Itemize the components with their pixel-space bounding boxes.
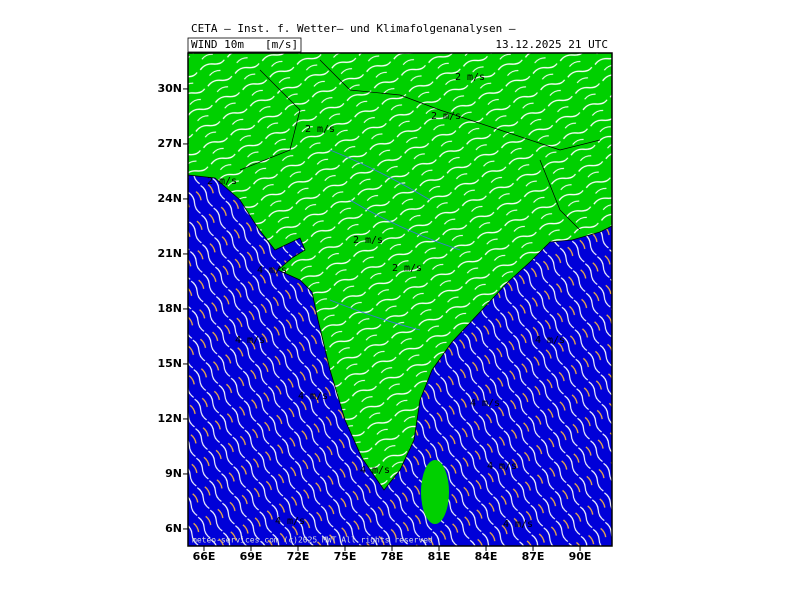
- contour-label: 4 m/s: [360, 465, 390, 476]
- contour-label: 2 m/s: [392, 263, 422, 274]
- sri-lanka: [421, 460, 449, 524]
- label-box: [187, 37, 302, 53]
- contour-label: 2 m/s: [431, 111, 461, 122]
- lat-tick-label: 9N: [165, 467, 182, 480]
- field: WIND 10m: [191, 38, 244, 51]
- lon-tick-label: 84E: [475, 550, 498, 563]
- lon-tick-label: 81E: [428, 550, 451, 563]
- land-streamlines: [188, 53, 612, 490]
- lat-tick-label: 30N: [157, 82, 182, 95]
- lat-tick-label: 21N: [157, 247, 182, 260]
- title: CETA — Inst. f. Wetter— und Klimafolgena…: [191, 22, 516, 35]
- lon-tick-label: 78E: [381, 550, 404, 563]
- frame: [187, 52, 613, 547]
- rivers: [329, 149, 461, 331]
- lon-tick-label: 66E: [193, 550, 216, 563]
- contour-label: 4 m/s: [257, 265, 287, 276]
- contour-label: 4 m/s: [275, 516, 305, 527]
- lat-tick-label: 27N: [157, 137, 182, 150]
- contour-label: 2 m/s: [305, 124, 335, 135]
- contour-label: 4 m/s: [470, 398, 500, 409]
- coastline: [188, 174, 612, 491]
- lon-tick-label: 72E: [287, 550, 310, 563]
- lat-tick-label: 6N: [165, 522, 182, 535]
- lon-tick-label: 90E: [569, 550, 592, 563]
- unit: [m/s]: [265, 38, 298, 51]
- contour-label: 4 m/s: [235, 335, 265, 346]
- lon-tick-label: 87E: [522, 550, 545, 563]
- borders: [239, 59, 601, 231]
- lon-tick-label: 69E: [240, 550, 263, 563]
- lat-tick-label: 15N: [157, 357, 182, 370]
- lon-tick-label: 75E: [334, 550, 357, 563]
- map: [188, 53, 612, 546]
- contour-label: 4 m/s: [487, 461, 517, 472]
- credit: meteo-services.com (c)2025 MWT All right…: [192, 536, 433, 545]
- contour-label: 2 m/s: [353, 235, 383, 246]
- contour-label: 4 m/s: [298, 391, 328, 402]
- contour-label: 4 m/s: [535, 335, 565, 346]
- contour-label: 4 m/s: [503, 519, 533, 530]
- contour-label: 2 m/s: [207, 176, 237, 187]
- lat-tick-label: 12N: [157, 412, 182, 425]
- valid-time: 13.12.2025 21 UTC: [495, 38, 608, 51]
- lat-tick-label: 18N: [157, 302, 182, 315]
- lat-tick-label: 24N: [157, 192, 182, 205]
- contour-label: 2 m/s: [455, 72, 485, 83]
